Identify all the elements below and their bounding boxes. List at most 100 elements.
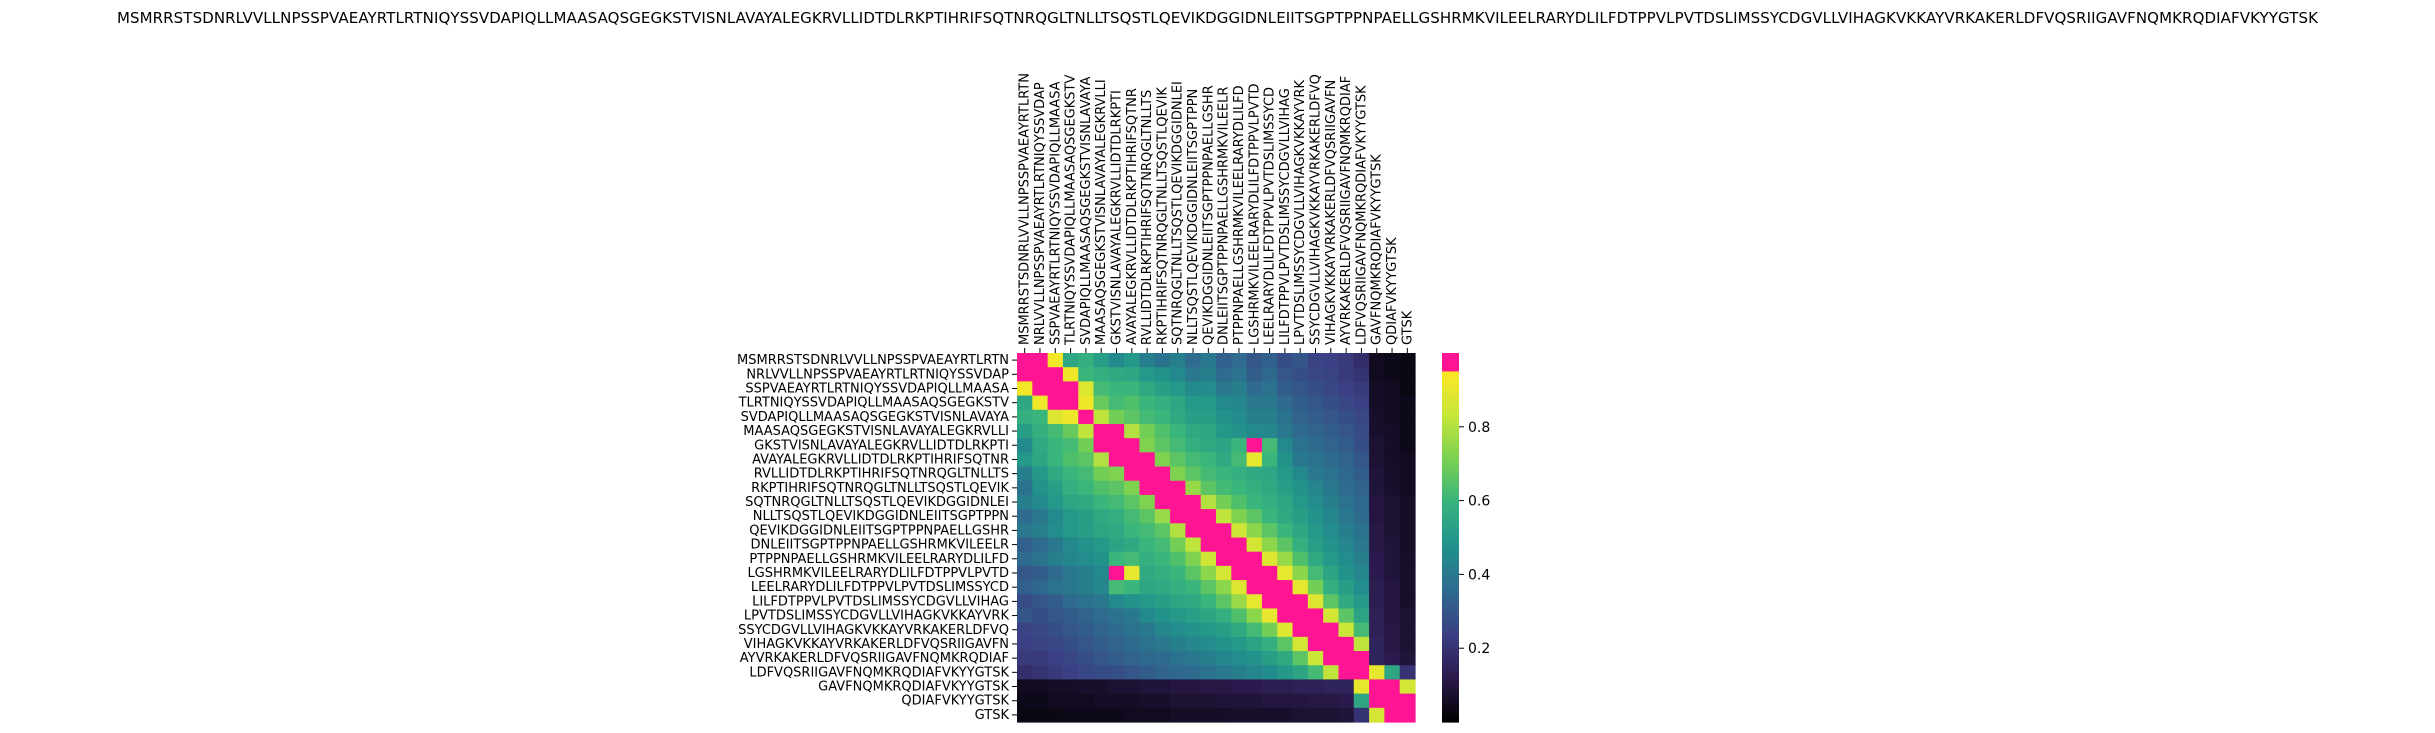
heatmap-cell	[1400, 509, 1416, 524]
heatmap-cell	[1109, 438, 1125, 453]
heatmap-cell	[1185, 594, 1201, 609]
heatmap-cell	[1017, 637, 1033, 652]
heatmap-cell	[1400, 424, 1416, 439]
heatmap-cell	[1308, 438, 1324, 453]
heatmap-cell	[1078, 452, 1094, 467]
heatmap-cell	[1384, 523, 1400, 538]
heatmap-cell	[1216, 481, 1232, 496]
heatmap-cell	[1063, 665, 1079, 680]
heatmap-cell	[1231, 495, 1247, 510]
heatmap-cell	[1338, 481, 1354, 496]
heatmap-cell	[1338, 552, 1354, 567]
heatmap-cell	[1323, 438, 1339, 453]
heatmap-cell	[1354, 495, 1370, 510]
heatmap-cell	[1017, 523, 1033, 538]
heatmap-cell	[1170, 651, 1186, 666]
heatmap-cell	[1354, 552, 1370, 567]
heatmap-cell	[1247, 481, 1263, 496]
heatmap-cell	[1384, 410, 1400, 425]
heatmap-cell	[1338, 523, 1354, 538]
col-tick-label: DNLEIITSGPTPPNPAELLGSHRMKVILEELR	[1217, 87, 1232, 345]
heatmap-cell	[1323, 467, 1339, 482]
heatmap-cell	[1094, 552, 1110, 567]
heatmap-cell	[1094, 495, 1110, 510]
heatmap-cell	[1139, 367, 1155, 382]
heatmap-cell	[1139, 637, 1155, 652]
heatmap-cell	[1063, 566, 1079, 581]
heatmap-cell	[1032, 467, 1048, 482]
heatmap-cell	[1308, 694, 1324, 709]
heatmap-cell	[1185, 651, 1201, 666]
heatmap-cell	[1277, 623, 1293, 638]
heatmap-cell	[1384, 679, 1400, 694]
heatmap-cell	[1078, 509, 1094, 524]
heatmap-cell	[1369, 623, 1385, 638]
heatmap-cell	[1094, 452, 1110, 467]
heatmap-cell	[1277, 410, 1293, 425]
heatmap-cell	[1201, 552, 1217, 567]
heatmap-cell	[1308, 594, 1324, 609]
heatmap-cell	[1323, 608, 1339, 623]
heatmap-cell	[1155, 637, 1171, 652]
heatmap-cell	[1247, 410, 1263, 425]
heatmap-cell	[1323, 594, 1339, 609]
heatmap-cell	[1139, 495, 1155, 510]
heatmap-cell	[1155, 353, 1171, 368]
heatmap-cell	[1201, 580, 1217, 595]
heatmap-cell	[1078, 679, 1094, 694]
heatmap-cell	[1185, 608, 1201, 623]
heatmap-cell	[1400, 452, 1416, 467]
heatmap-cell	[1293, 665, 1309, 680]
heatmap-cell	[1369, 651, 1385, 666]
heatmap-cell	[1201, 694, 1217, 709]
heatmap-cell	[1201, 637, 1217, 652]
heatmap-cell	[1384, 424, 1400, 439]
heatmap-cell	[1170, 396, 1186, 411]
heatmap-cell	[1262, 509, 1278, 524]
heatmap-cell	[1109, 481, 1125, 496]
heatmap-cell	[1155, 608, 1171, 623]
heatmap-cell	[1231, 623, 1247, 638]
heatmap-cell	[1124, 708, 1140, 723]
heatmap-cell	[1323, 410, 1339, 425]
heatmap-cell	[1323, 694, 1339, 709]
heatmap-cell	[1384, 452, 1400, 467]
heatmap-cell	[1048, 679, 1064, 694]
heatmap-cell	[1048, 495, 1064, 510]
heatmap-cell	[1293, 608, 1309, 623]
heatmap-cell	[1109, 523, 1125, 538]
row-tick-label: NLLTSQSTLQEVIKDGGIDNLEIITSGPTPPN	[753, 509, 1009, 524]
heatmap-cell	[1216, 452, 1232, 467]
heatmap-cell	[1323, 495, 1339, 510]
heatmap-cell	[1170, 694, 1186, 709]
heatmap-cell	[1017, 495, 1033, 510]
heatmap-cell	[1032, 410, 1048, 425]
heatmap-cell	[1017, 452, 1033, 467]
heatmap-cell	[1400, 396, 1416, 411]
heatmap-cell	[1032, 523, 1048, 538]
heatmap-cell	[1247, 424, 1263, 439]
heatmap-cell	[1247, 566, 1263, 581]
heatmap-cell	[1384, 665, 1400, 680]
heatmap-cell	[1338, 353, 1354, 368]
heatmap-cell	[1094, 410, 1110, 425]
heatmap-cell	[1231, 424, 1247, 439]
heatmap-cell	[1216, 708, 1232, 723]
heatmap-cell	[1094, 679, 1110, 694]
heatmap-cell	[1338, 594, 1354, 609]
heatmap-cell	[1170, 481, 1186, 496]
heatmap-cell	[1094, 396, 1110, 411]
heatmap-cell	[1124, 481, 1140, 496]
heatmap-cell	[1094, 367, 1110, 382]
col-tick-label: RKPTIHRIFSQTNRQGLTNLLTSQSTLQEVIK	[1155, 87, 1170, 345]
heatmap-cell	[1293, 580, 1309, 595]
heatmap-cell	[1277, 566, 1293, 581]
heatmap-cell	[1155, 396, 1171, 411]
heatmap-cell	[1354, 651, 1370, 666]
heatmap-cell	[1201, 538, 1217, 553]
heatmap-cell	[1308, 509, 1324, 524]
heatmap-cell	[1384, 509, 1400, 524]
heatmap-cell	[1369, 353, 1385, 368]
heatmap-cell	[1293, 594, 1309, 609]
heatmap-cell	[1032, 651, 1048, 666]
